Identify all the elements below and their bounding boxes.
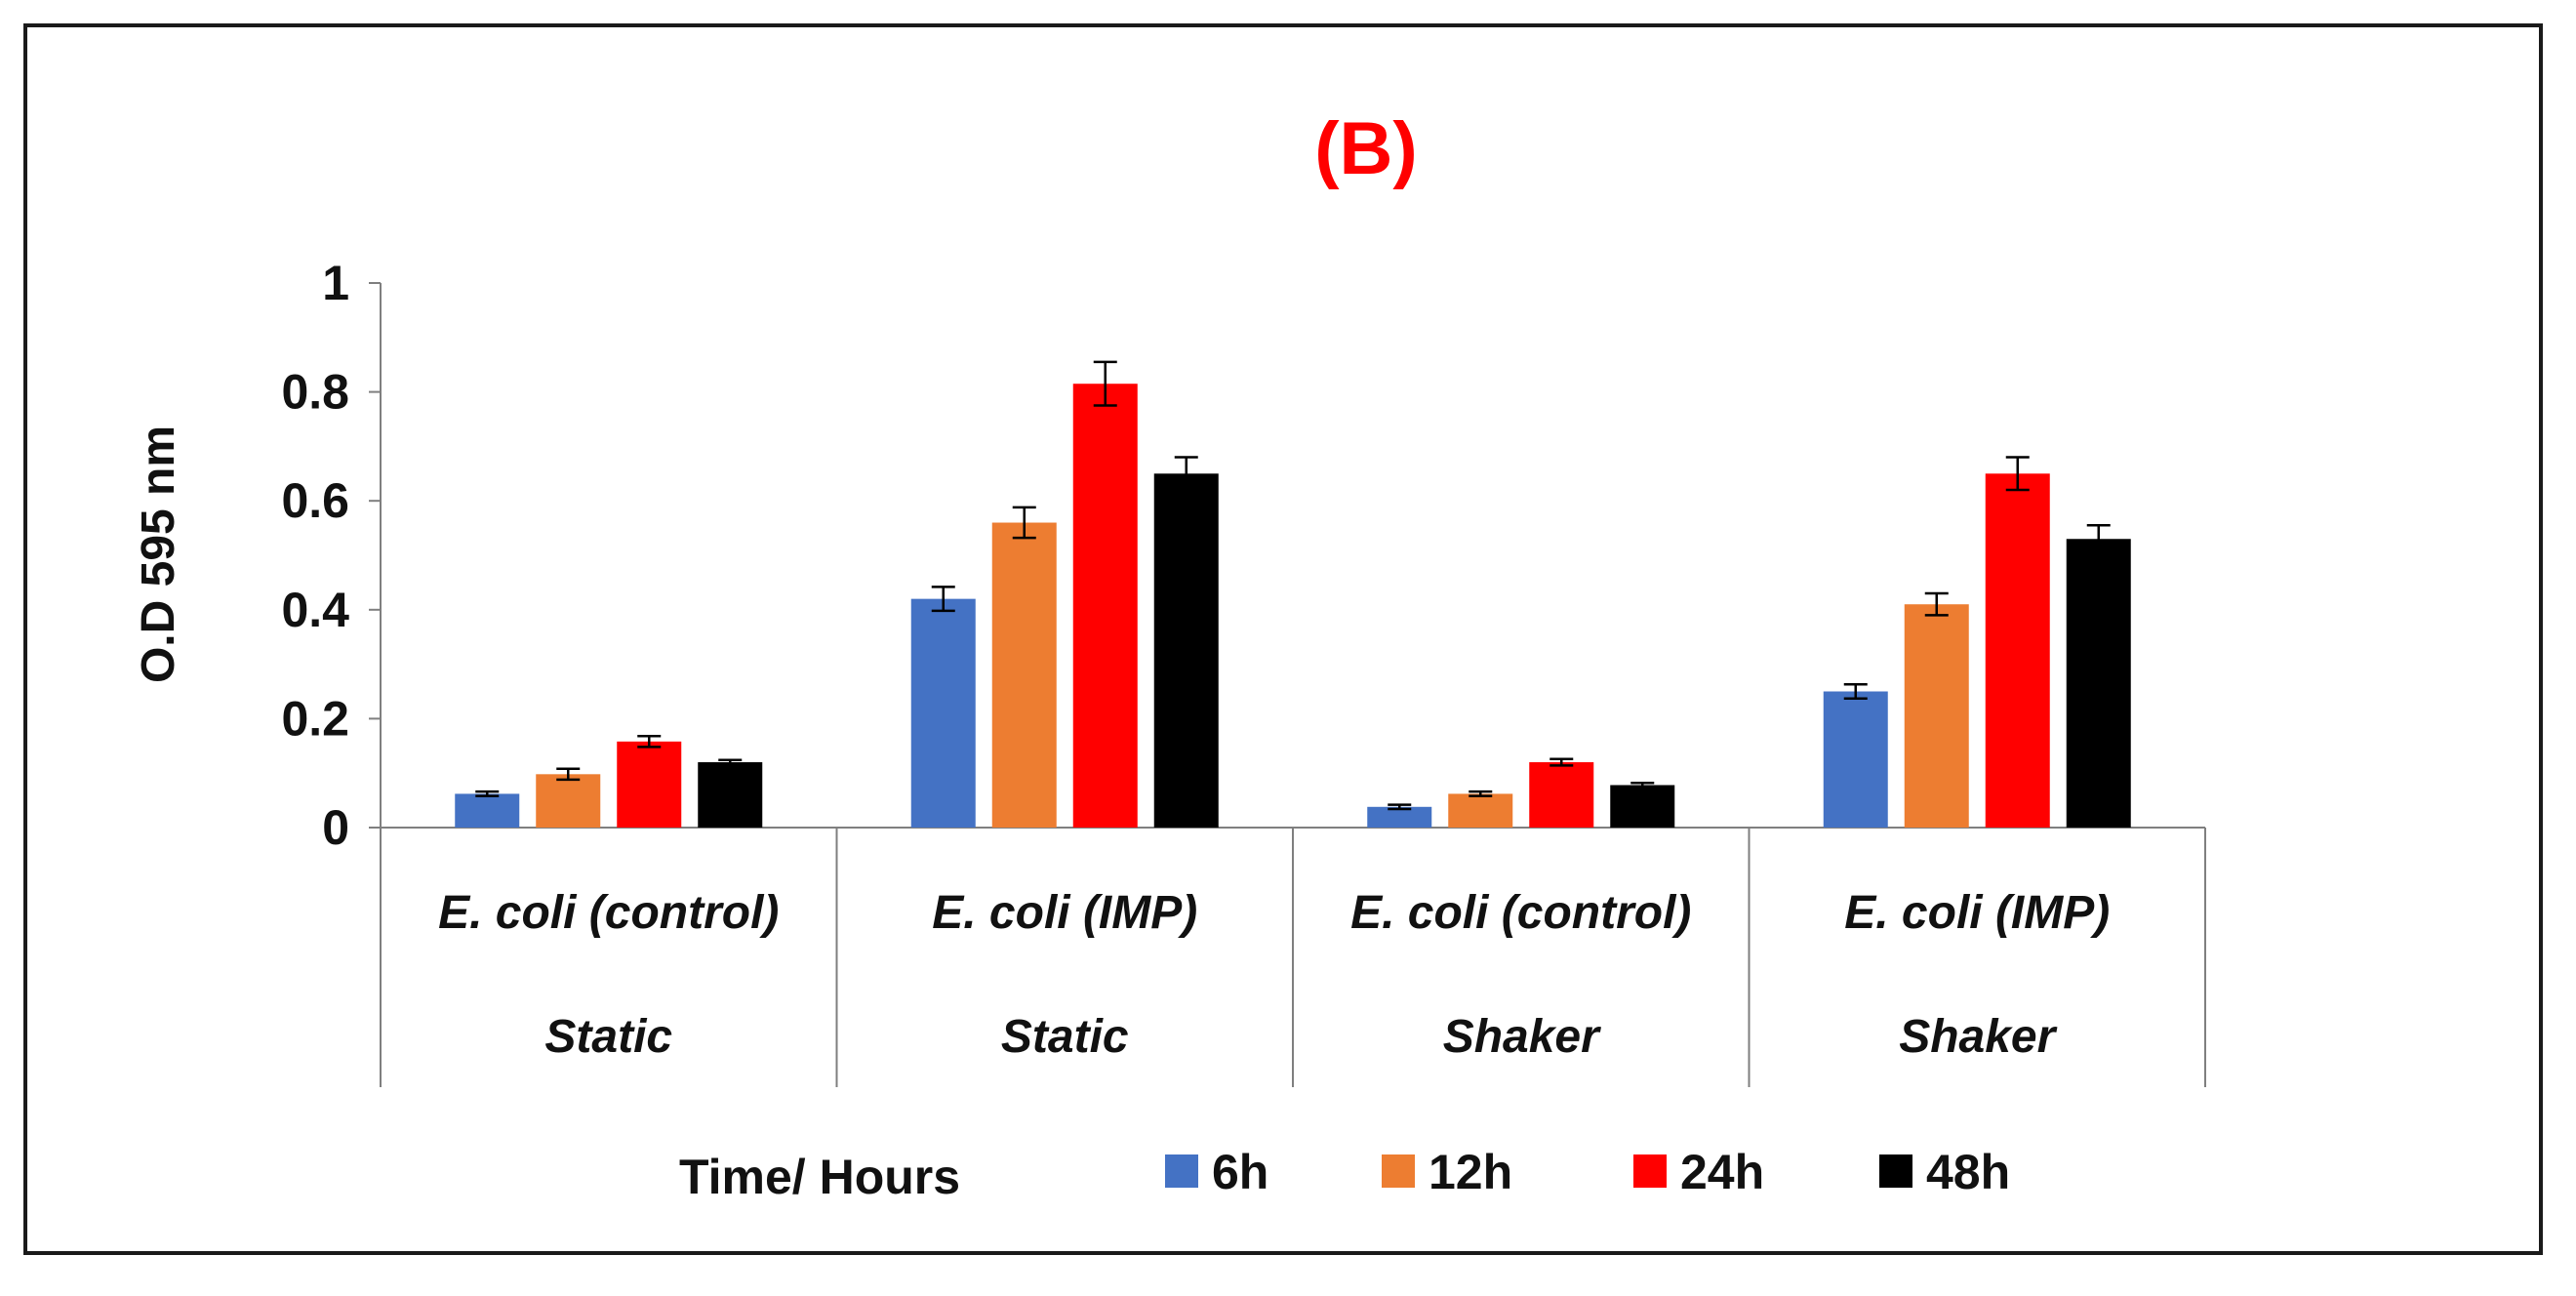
category-label: E. coli (IMP) xyxy=(932,887,1197,939)
y-tick-label: 1 xyxy=(322,256,349,310)
bar-24h xyxy=(617,741,682,828)
y-tick-label: 0.8 xyxy=(281,365,349,420)
legend-swatch-24h xyxy=(1633,1154,1667,1188)
category-group-label: Static xyxy=(1001,1011,1129,1063)
bar-12h xyxy=(1448,793,1513,828)
category-group-label: Static xyxy=(544,1011,672,1063)
bar-24h xyxy=(1985,473,2050,828)
legend-swatch-48h xyxy=(1879,1154,1912,1188)
bar-48h xyxy=(698,762,763,828)
bar-24h xyxy=(1529,762,1594,828)
legend-label-6h: 6h xyxy=(1212,1145,1268,1199)
chart-title: (B) xyxy=(1314,107,1418,190)
category-group-label: Shaker xyxy=(1443,1011,1601,1063)
legend-title: Time/ Hours xyxy=(679,1150,960,1204)
category-labels: E. coli (control) Static E. coli (IMP) Stat… xyxy=(438,887,2110,1063)
bar-chart: (B) O.D 595 nm 0 0.2 0.4 0.6 0.8 1 E. coli (c… xyxy=(133,107,2206,1204)
axes: 0 0.2 0.4 0.6 0.8 1 xyxy=(281,256,2206,1087)
legend: Time/ Hours 6h 12h 24h 48h xyxy=(679,1145,2010,1204)
bar-48h xyxy=(1153,473,1219,828)
bar-6h xyxy=(455,793,520,828)
category-group-label: Shaker xyxy=(1899,1011,2057,1063)
bar-12h xyxy=(536,774,601,828)
category-label: E. coli (control) xyxy=(1350,887,1691,939)
bar-48h xyxy=(2066,539,2131,828)
legend-label-24h: 24h xyxy=(1680,1145,1764,1199)
legend-label-48h: 48h xyxy=(1926,1145,2010,1199)
legend-swatch-6h xyxy=(1165,1154,1198,1188)
bar-48h xyxy=(1610,785,1675,828)
legend-swatch-12h xyxy=(1382,1154,1415,1188)
bar-24h xyxy=(1072,384,1138,828)
bar-6h xyxy=(910,598,976,828)
category-label: E. coli (IMP) xyxy=(1844,887,2110,939)
y-tick-label: 0.6 xyxy=(281,473,349,528)
y-tick-label: 0.2 xyxy=(281,691,349,746)
bars xyxy=(455,360,2131,828)
category-label: E. coli (control) xyxy=(438,887,779,939)
bar-12h xyxy=(991,522,1057,828)
y-axis-label: O.D 595 nm xyxy=(133,425,184,683)
chart-frame: (B) O.D 595 nm 0 0.2 0.4 0.6 0.8 1 E. coli (c… xyxy=(23,23,2543,1255)
y-tick-label: 0.4 xyxy=(281,583,349,637)
bar-6h xyxy=(1367,806,1432,828)
y-tick-label: 0 xyxy=(322,800,349,855)
bar-12h xyxy=(1904,604,1969,828)
legend-label-12h: 12h xyxy=(1429,1145,1512,1199)
bar-6h xyxy=(1823,691,1888,828)
